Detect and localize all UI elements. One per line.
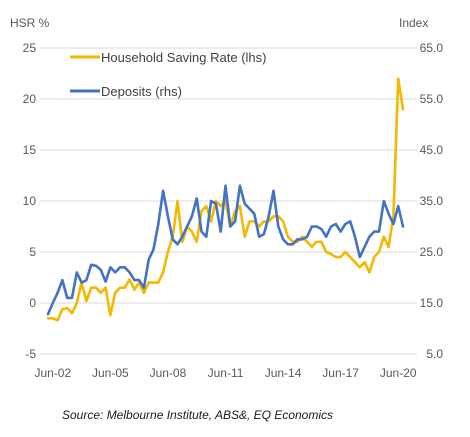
left-tick-label: -5 <box>25 347 36 361</box>
left-tick-label: 5 <box>29 245 36 259</box>
x-tick-label: Jun-08 <box>150 366 187 380</box>
right-tick-label: 55.0 <box>420 92 444 106</box>
left-tick-label: 0 <box>29 296 36 310</box>
series-line-household-saving-rate <box>46 77 405 322</box>
series-line-deposits <box>46 184 405 316</box>
left-tick-label: 20 <box>23 92 37 106</box>
left-tick-label: 25 <box>23 41 37 55</box>
x-axis-ticks: Jun-02 Jun-05 Jun-08 Jun-11 Jun-14 Jun-17 Jun-… <box>34 366 416 380</box>
legend: Household Saving Rate (lhs) Deposits (rh… <box>70 50 266 99</box>
legend-label-household-saving-rate: Household Saving Rate (lhs) <box>101 50 266 65</box>
left-tick-label: 10 <box>23 194 37 208</box>
x-tick-label: Jun-11 <box>208 366 244 380</box>
x-tick-label: Jun-20 <box>380 366 417 380</box>
gridlines <box>40 47 417 355</box>
right-tick-label: 65.0 <box>420 41 444 55</box>
left-axis-ticks: -5 0 5 10 15 20 25 <box>23 41 37 361</box>
x-tick-label: Jun-17 <box>322 366 359 380</box>
right-tick-label: 5.0 <box>426 347 443 361</box>
right-tick-label: 35.0 <box>420 194 444 208</box>
legend-label-deposits: Deposits (rhs) <box>101 84 182 99</box>
right-axis-label: Index <box>399 16 428 30</box>
series-lines <box>46 77 405 322</box>
left-tick-label: 15 <box>23 143 37 157</box>
x-tick-label: Jun-02 <box>34 366 71 380</box>
x-tick-label: Jun-14 <box>265 366 302 380</box>
x-tick-label: Jun-05 <box>92 366 129 380</box>
right-tick-label: 25.0 <box>420 245 444 259</box>
right-tick-label: 45.0 <box>420 143 444 157</box>
right-tick-label: 15.0 <box>420 296 444 310</box>
source-note: Source: Melbourne Institute, ABS&, EQ Ec… <box>62 408 334 422</box>
right-axis-ticks: 5.0 15.0 25.0 35.0 45.0 55.0 65.0 <box>420 41 444 361</box>
left-axis-label: HSR % <box>10 16 50 30</box>
